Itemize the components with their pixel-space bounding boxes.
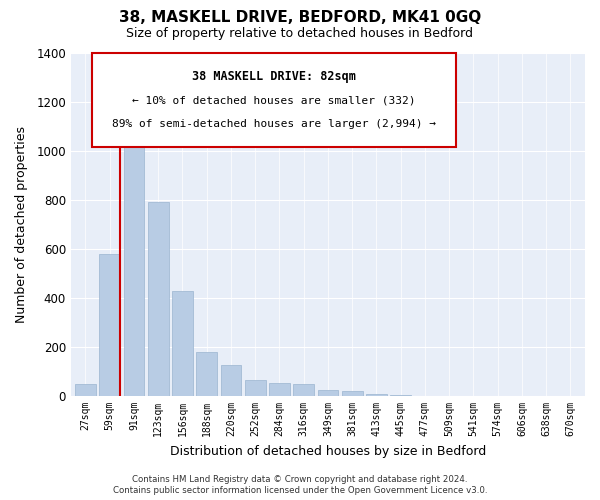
Bar: [317, 390, 338, 396]
Text: Contains public sector information licensed under the Open Government Licence v3: Contains public sector information licen…: [113, 486, 487, 495]
Y-axis label: Number of detached properties: Number of detached properties: [15, 126, 28, 323]
Bar: [172, 290, 193, 396]
Text: Contains HM Land Registry data © Crown copyright and database right 2024.: Contains HM Land Registry data © Crown c…: [132, 475, 468, 484]
Text: 89% of semi-detached houses are larger (2,994) →: 89% of semi-detached houses are larger (…: [112, 120, 436, 130]
Bar: [196, 352, 217, 396]
Bar: [391, 395, 411, 396]
Text: 38 MASKELL DRIVE: 82sqm: 38 MASKELL DRIVE: 82sqm: [192, 70, 356, 82]
FancyBboxPatch shape: [92, 52, 457, 147]
X-axis label: Distribution of detached houses by size in Bedford: Distribution of detached houses by size …: [170, 444, 486, 458]
Bar: [221, 366, 241, 396]
Text: ← 10% of detached houses are smaller (332): ← 10% of detached houses are smaller (33…: [132, 96, 416, 106]
Bar: [293, 384, 314, 396]
Bar: [366, 394, 387, 396]
Text: 38, MASKELL DRIVE, BEDFORD, MK41 0GQ: 38, MASKELL DRIVE, BEDFORD, MK41 0GQ: [119, 10, 481, 25]
Bar: [342, 391, 362, 396]
Text: Size of property relative to detached houses in Bedford: Size of property relative to detached ho…: [127, 28, 473, 40]
Bar: [148, 202, 169, 396]
Bar: [269, 382, 290, 396]
Bar: [245, 380, 266, 396]
Bar: [75, 384, 96, 396]
Bar: [124, 141, 144, 396]
Bar: [100, 254, 120, 396]
